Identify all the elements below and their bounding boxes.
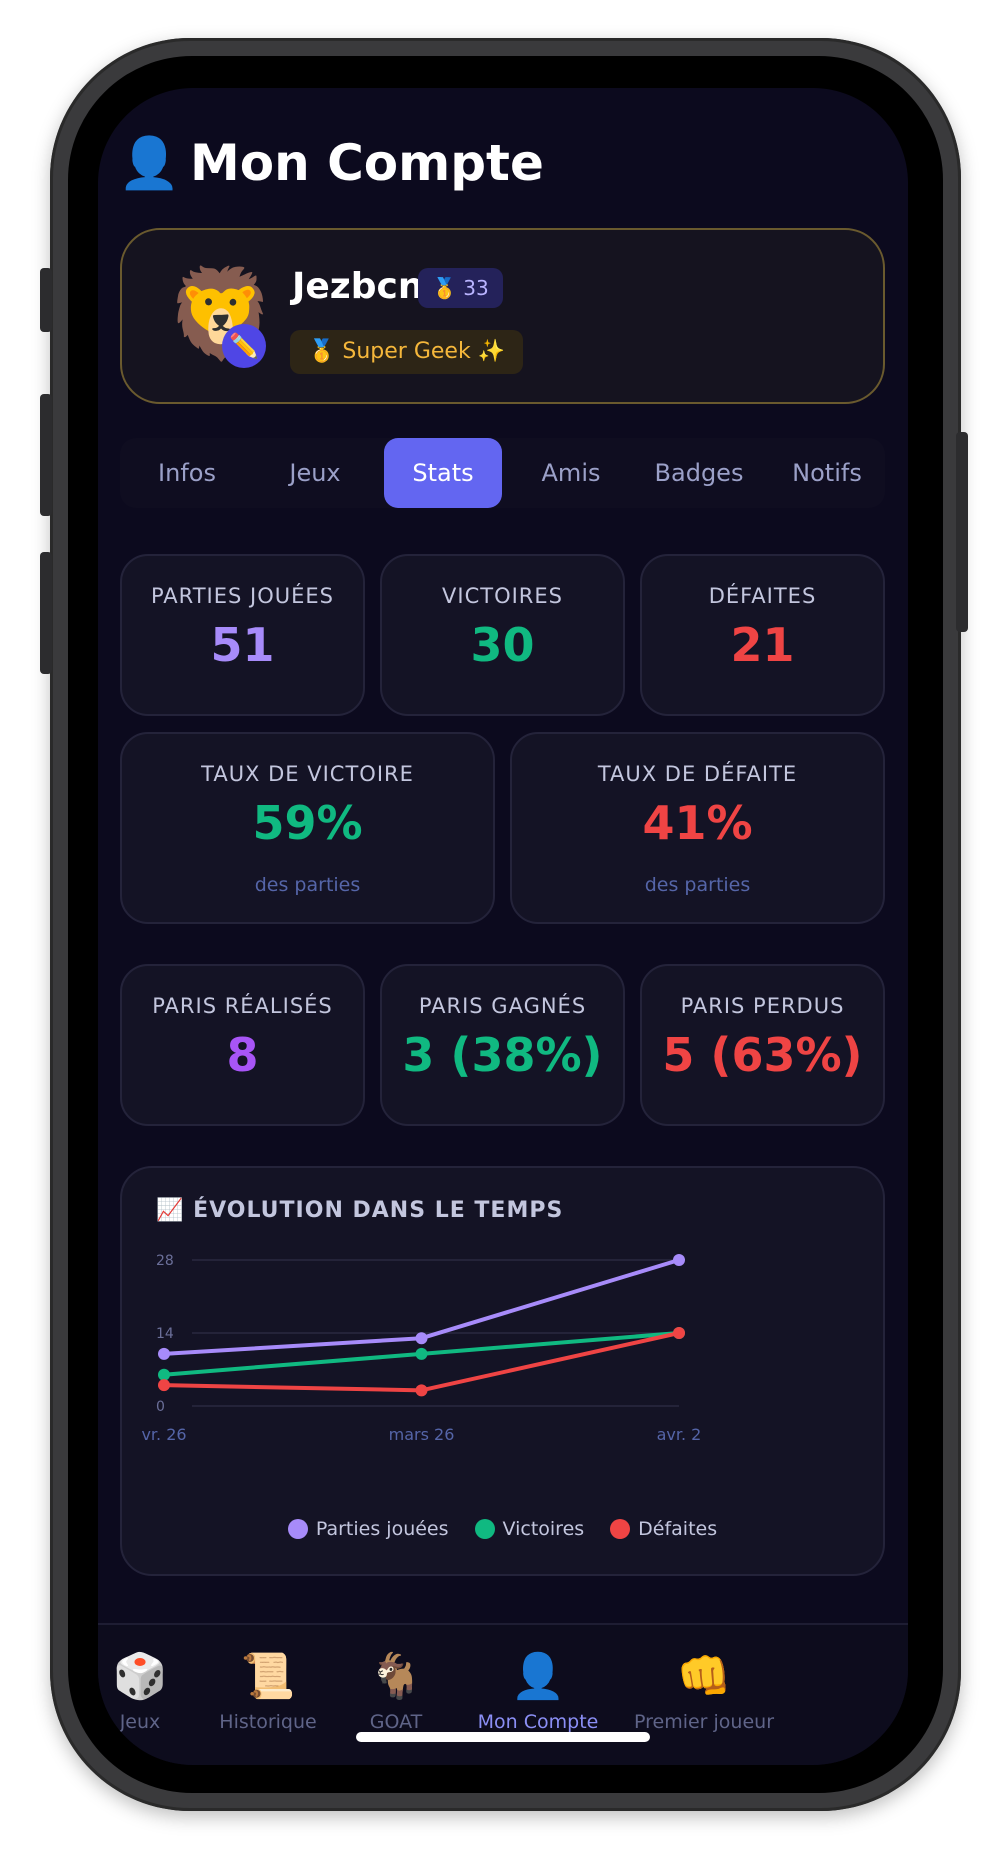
y-tick-label: 14 (156, 1326, 174, 1342)
stat-value-loss-rate: 41% (642, 796, 753, 850)
nav-label: Jeux (119, 1711, 161, 1733)
stat-label: PARTIES JOUÉES (150, 584, 334, 608)
dice-icon: 🎲 (112, 1651, 168, 1702)
evolution-title-text: ÉVOLUTION DANS LE TEMPS (193, 1198, 564, 1223)
stat-card-wins: VICTOIRES 30 (380, 554, 625, 716)
legend-item[interactable]: Parties jouées (287, 1518, 449, 1540)
fist-icon: 👊 (676, 1651, 732, 1702)
stat-sub: des parties (644, 874, 751, 896)
data-point[interactable] (415, 1384, 428, 1397)
legend-dot (474, 1519, 495, 1539)
volume-up-button (40, 394, 52, 516)
tab-badges[interactable]: Badges (654, 459, 744, 487)
nav-label: Mon Compte (477, 1711, 599, 1733)
x-tick-label: mars 26 (389, 1425, 455, 1444)
stat-label: PARIS RÉALISÉS (152, 994, 333, 1018)
nav-item-goat[interactable]: 🐐 GOAT (306, 1649, 486, 1733)
title-badge: 🥇 Super Geek ✨ (290, 330, 524, 374)
user-icon: 👤 (118, 133, 181, 192)
profile-card: 🦁 ✏️ Jezbcn 🥇 33 🥇 Super Geek ✨ (120, 228, 885, 404)
username: Jezbcn (292, 266, 424, 307)
stat-label: PARIS GAGNÉS (418, 994, 587, 1018)
data-point[interactable] (673, 1254, 685, 1266)
stat-value-bets-lost: 5 (63%) (662, 1028, 863, 1082)
volume-down-button (40, 552, 52, 674)
page-title: Mon Compte (190, 134, 544, 192)
stat-label: VICTOIRES (442, 584, 563, 608)
legend-label: Victoires (502, 1518, 585, 1540)
data-point[interactable] (158, 1368, 170, 1381)
chart-increasing-icon: 📈 (156, 1198, 185, 1223)
power-button (956, 432, 968, 632)
stat-card-bets-won: PARIS GAGNÉS 3 (38%) (380, 964, 625, 1126)
data-point[interactable] (415, 1347, 428, 1360)
legend-label: Défaites (638, 1518, 718, 1540)
data-point[interactable] (673, 1327, 685, 1339)
app-screen: 👤 Mon Compte 🦁 ✏️ Jezbcn 🥇 33 🥇 Super Ge… (98, 88, 908, 1765)
stat-value-bets-won: 3 (38%) (402, 1028, 603, 1082)
stat-value-win-rate: 59% (252, 796, 363, 850)
stat-label: PARIS PERDUS (680, 994, 845, 1018)
stat-card-bets-lost: PARIS PERDUS 5 (63%) (640, 964, 885, 1126)
tab-stats[interactable]: Stats (384, 438, 502, 508)
chart-legend: Parties jouées Victoires Défaites (122, 1518, 883, 1540)
home-indicator[interactable] (356, 1732, 650, 1742)
y-tick-label: 28 (156, 1253, 174, 1269)
level-badge: 🥇 33 (418, 268, 503, 308)
y-tick-label: 0 (156, 1399, 165, 1415)
legend-dot (287, 1519, 308, 1539)
data-point[interactable] (415, 1332, 428, 1345)
stat-card-losses: DÉFAITES 21 (640, 554, 885, 716)
nav-item-historique[interactable]: 📜 Historique (178, 1649, 358, 1733)
nav-label: Historique (219, 1711, 317, 1733)
tab-notifs[interactable]: Notifs (792, 459, 862, 487)
stat-card-played: PARTIES JOUÉES 51 (120, 554, 365, 716)
nav-item-jeux[interactable]: 🎲 Jeux (98, 1649, 230, 1733)
tab-infos[interactable]: Infos (158, 459, 216, 487)
stat-label: TAUX DE VICTOIRE (201, 762, 414, 786)
stat-value-bets-made: 8 (226, 1028, 259, 1082)
x-tick-label: avr. 2 (657, 1425, 702, 1444)
stat-value-wins: 30 (470, 618, 535, 672)
stat-value-losses: 21 (730, 618, 795, 672)
nav-label: GOAT (369, 1711, 423, 1733)
bottom-navbar: 🎲 Jeux 📜 Historique 🐐 GOAT 👤 Mon Compte … (98, 1623, 908, 1765)
evolution-title: 📈 ÉVOLUTION DANS LE TEMPS (156, 1198, 563, 1223)
data-point[interactable] (158, 1379, 170, 1392)
legend-label: Parties jouées (315, 1518, 449, 1540)
evolution-chart: 0 14 28 vr. 26 mars 26 avr. 2 (141, 1253, 702, 1444)
legend-item[interactable]: Victoires (474, 1518, 585, 1540)
stat-card-loss-rate: TAUX DE DÉFAITE 41% des parties (510, 732, 885, 924)
scroll-icon: 📜 (240, 1651, 296, 1702)
stat-sub: des parties (254, 874, 361, 896)
edit-avatar-icon[interactable]: ✏️ (222, 324, 266, 368)
stat-value-played: 51 (210, 618, 275, 672)
stat-card-bets-made: PARIS RÉALISÉS 8 (120, 964, 365, 1126)
goat-icon: 🐐 (368, 1651, 424, 1702)
evolution-card: 📈 ÉVOLUTION DANS LE TEMPS 0 14 28 vr. 26 mar… (120, 1166, 885, 1576)
tab-amis[interactable]: Amis (541, 459, 601, 487)
data-point[interactable] (158, 1347, 170, 1360)
stat-card-win-rate: TAUX DE VICTOIRE 59% des parties (120, 732, 495, 924)
mute-switch (40, 268, 52, 332)
x-tick-label: vr. 26 (141, 1425, 186, 1444)
nav-item-mon-compte[interactable]: 👤 Mon Compte (448, 1649, 628, 1733)
tab-jeux[interactable]: Jeux (289, 459, 341, 487)
stat-label: TAUX DE DÉFAITE (597, 762, 798, 786)
user-icon: 👤 (510, 1651, 566, 1702)
profile-tabs: Infos Jeux Stats Amis Badges Notifs (120, 438, 885, 508)
page-header: 👤 Mon Compte (118, 128, 544, 198)
legend-item[interactable]: Défaites (610, 1518, 717, 1540)
stat-label: DÉFAITES (708, 584, 817, 608)
legend-dot (610, 1519, 631, 1539)
nav-label: Premier joueur (633, 1711, 775, 1733)
nav-item-premier-joueur[interactable]: 👊 Premier joueur (614, 1649, 794, 1733)
